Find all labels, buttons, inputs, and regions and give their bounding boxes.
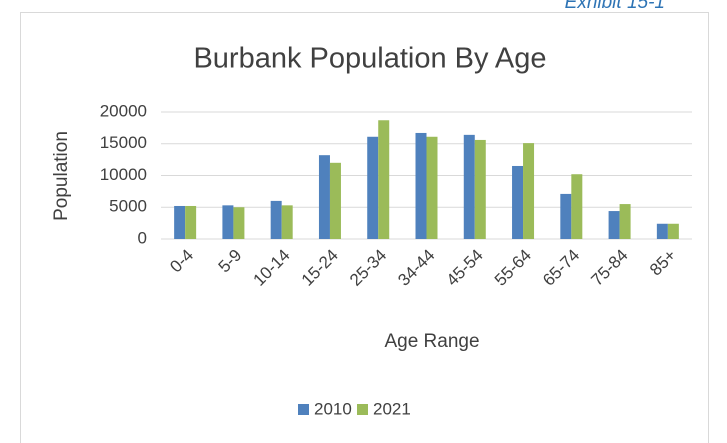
bar	[233, 207, 245, 239]
y-tick-label: 15000	[100, 133, 147, 152]
bar	[426, 136, 438, 239]
bar	[378, 120, 390, 239]
y-tick-label: 10000	[100, 165, 147, 184]
y-tick-label: 20000	[100, 101, 147, 120]
chart-frame	[20, 12, 709, 443]
bar	[560, 193, 572, 239]
bar	[619, 204, 631, 239]
bar	[367, 136, 379, 239]
bar	[185, 205, 197, 239]
legend-swatch	[298, 404, 309, 415]
bar	[608, 211, 620, 239]
chart-title: Burbank Population By Age	[193, 43, 546, 75]
bar	[222, 205, 234, 239]
bar	[571, 174, 583, 239]
legend-swatch	[357, 404, 368, 415]
bar	[463, 134, 475, 239]
bar	[270, 200, 282, 239]
x-axis-label: Age Range	[384, 331, 479, 352]
legend-label: 2010	[314, 399, 352, 418]
bar	[318, 155, 330, 239]
bar	[415, 132, 427, 239]
bar	[174, 205, 186, 239]
bar	[523, 143, 535, 239]
bar	[281, 205, 293, 239]
legend-label: 2021	[373, 399, 411, 418]
bar	[512, 165, 524, 239]
bar	[329, 162, 341, 239]
bar	[656, 223, 668, 239]
y-tick-label: 0	[138, 228, 147, 247]
y-axis-label: Population	[51, 131, 72, 221]
annotation: Exhibit 15-1	[565, 0, 665, 13]
bar	[667, 223, 679, 239]
bar	[474, 139, 486, 239]
y-tick-label: 5000	[109, 197, 147, 216]
